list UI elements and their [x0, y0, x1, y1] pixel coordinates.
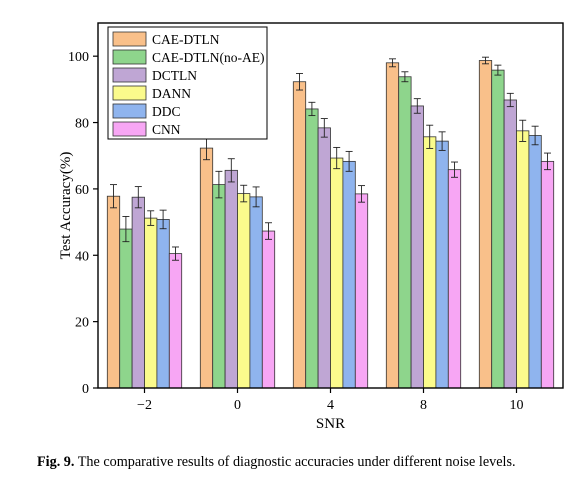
legend-entry-label: DCTLN: [152, 68, 197, 83]
error-bar-1-2: [308, 101, 316, 117]
bar-dann-4: [516, 130, 530, 389]
legend-entry-label: CAE-DTLN: [152, 32, 220, 47]
bar-cae-dtln-no-ae--4: [491, 69, 505, 389]
bar-cnn-3: [447, 169, 462, 389]
error-bar-1-3: [401, 71, 409, 83]
bar-chart: 0 20 40 60 80 100 −2 0 4 8 10 SNR Test Accuracy(%…: [58, 22, 564, 432]
bar-cae-dtln-no-ae--2: [305, 108, 319, 389]
x-tick-label: 0: [234, 398, 241, 413]
y-tick-label: 100: [68, 50, 89, 65]
bar-cnn-2: [354, 193, 369, 389]
error-bar-4-3: [438, 131, 446, 151]
bar-ddc-1: [249, 196, 263, 389]
error-bar-3-2: [333, 146, 341, 170]
bar-dann-0: [144, 217, 158, 389]
bar-dann-2: [330, 157, 344, 389]
error-bar-2-3: [413, 98, 421, 114]
error-bar-2-1: [227, 158, 235, 183]
bar-cae-dtln-2: [292, 81, 307, 389]
legend-swatch-2: [112, 67, 147, 83]
bar-cae-dtln-0: [106, 195, 121, 389]
x-axis-label: SNR: [316, 416, 345, 432]
figure-caption: Fig. 9. The comparative results of diagn…: [37, 452, 577, 472]
bar-ddc-3: [435, 140, 449, 389]
x-tick-label: 8: [420, 398, 427, 413]
error-bar-0-4: [482, 56, 489, 65]
legend-entry-label: CNN: [152, 122, 181, 137]
bar-cae-dtln-1: [199, 147, 214, 389]
bar-ddc-4: [528, 135, 542, 389]
error-bar-1-1: [215, 170, 223, 199]
error-bar-5-1: [265, 222, 272, 240]
x-axis: −2 0 4 8 10: [137, 388, 524, 413]
error-bar-2-2: [320, 118, 328, 138]
bar-cnn-0: [168, 253, 183, 389]
bar-dann-1: [237, 193, 251, 389]
bar-cae-dtln-no-ae--0: [119, 228, 133, 389]
error-bar-3-3: [426, 124, 434, 149]
figure-caption-text: The comparative results of diagnostic ac…: [77, 454, 516, 470]
error-bar-1-4: [494, 64, 502, 76]
bar-dctln-4: [503, 99, 517, 389]
bar-cnn-1: [261, 230, 276, 389]
legend-swatch-4: [112, 103, 147, 119]
legend-swatch-3: [112, 85, 147, 101]
legend-swatch-5: [112, 121, 147, 137]
y-axis: 0 20 40 60 80 100: [68, 50, 98, 397]
error-bar-5-4: [544, 152, 551, 171]
error-bars-layer: [110, 56, 551, 261]
x-tick-label: −2: [137, 398, 152, 413]
bar-dctln-0: [131, 196, 145, 389]
bar-cnn-4: [540, 160, 555, 389]
error-bar-4-0: [159, 209, 167, 230]
y-axis-label: Test Accuracy(%): [58, 152, 74, 260]
y-tick-label: 80: [75, 117, 89, 132]
legend-entry-label: DANN: [152, 86, 191, 101]
bar-cae-dtln-3: [385, 62, 400, 389]
bar-cae-dtln-no-ae--1: [212, 184, 226, 389]
error-bar-4-2: [345, 150, 353, 172]
error-bar-2-4: [506, 92, 514, 108]
error-bar-3-1: [240, 184, 248, 203]
error-bar-0-3: [389, 58, 396, 68]
error-bar-4-4: [531, 125, 539, 146]
figure-caption-label: Fig. 9.: [37, 454, 75, 470]
bar-ddc-0: [156, 219, 170, 389]
legend-swatch-0: [112, 31, 147, 47]
error-bar-5-3: [451, 161, 458, 178]
y-tick-label: 20: [75, 316, 89, 331]
error-bar-2-0: [134, 186, 142, 209]
legend-swatch-1: [112, 49, 147, 65]
legend: CAE-DTLN CAE-DTLN(no-AE) DCTLN DANN DDC CNN: [107, 26, 268, 140]
bar-ddc-2: [342, 160, 356, 389]
x-tick-label: 4: [327, 398, 334, 413]
error-bar-4-1: [252, 186, 260, 208]
bar-dctln-1: [224, 169, 238, 389]
bar-cae-dtln-4: [478, 60, 493, 389]
legend-entry-label: CAE-DTLN(no-AE): [152, 50, 264, 65]
error-bar-0-2: [296, 72, 303, 91]
y-tick-label: 60: [75, 183, 89, 198]
error-bar-1-0: [122, 215, 130, 243]
bar-dctln-3: [410, 105, 424, 389]
x-tick-label: 10: [510, 398, 524, 413]
error-bar-3-0: [147, 210, 155, 226]
y-tick-label: 40: [75, 249, 89, 264]
error-bar-0-0: [110, 184, 117, 209]
error-bar-5-0: [172, 246, 179, 261]
bar-dctln-2: [317, 127, 331, 389]
error-bar-3-4: [519, 119, 527, 142]
bar-cae-dtln-no-ae--3: [398, 76, 412, 389]
bar-dann-3: [423, 136, 437, 389]
y-tick-label: 0: [82, 382, 89, 397]
legend-entry-label: DDC: [152, 104, 181, 119]
error-bar-5-2: [358, 185, 365, 203]
